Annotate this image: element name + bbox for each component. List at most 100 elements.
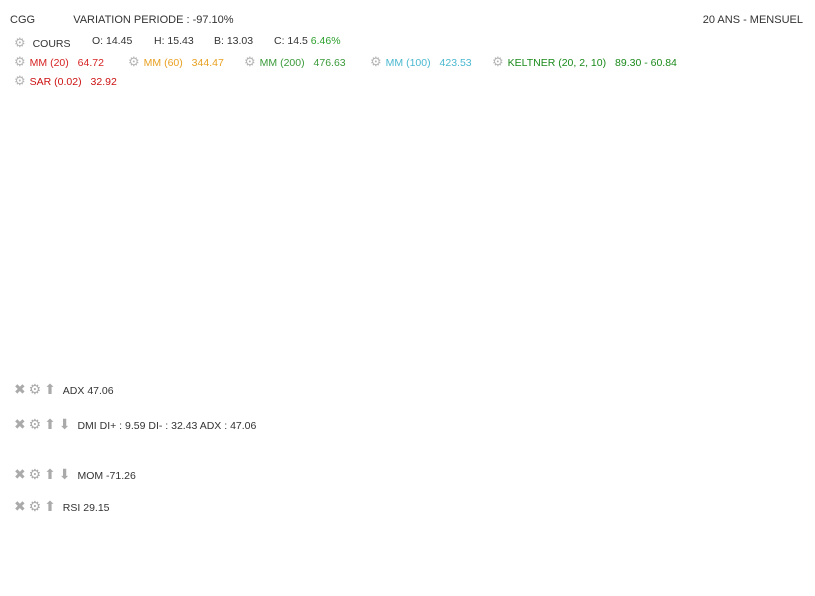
candle-body	[692, 342, 695, 346]
sar-dot	[371, 22, 376, 26]
keltner-band	[11, 34, 736, 355]
close-icon[interactable]: ✖	[14, 498, 26, 514]
sar-dot	[36, 245, 40, 249]
gear-icon[interactable]: ⚙	[128, 54, 140, 69]
adx-panel: 0.000	[10, 371, 801, 411]
gear-icon[interactable]: ⚙	[14, 73, 26, 88]
candle-body	[361, 92, 365, 131]
candle-body	[527, 194, 530, 223]
candle-body	[355, 110, 358, 170]
legend-mm200[interactable]: ⚙ MM (200) 476.63	[244, 54, 346, 70]
candle-body	[616, 247, 620, 264]
candle-body	[375, 91, 379, 130]
candle-body	[200, 323, 203, 325]
sar-dot	[630, 257, 634, 261]
candle-body	[413, 212, 417, 227]
adx-value: 47.06	[87, 385, 114, 397]
dmi-red-text: 32.43	[760, 418, 788, 430]
up-arrow-icon[interactable]: ⬆	[44, 466, 56, 482]
close-icon[interactable]: ✖	[14, 381, 26, 397]
sar-dot	[208, 325, 212, 329]
date-tick-label: 06/2015	[654, 577, 692, 589]
legend-mm20[interactable]: ⚙ MM (20) 64.72	[14, 54, 104, 70]
gear-icon[interactable]: ⚙	[14, 35, 26, 50]
sar-dot	[195, 312, 199, 316]
dmi-red-badge	[757, 415, 801, 430]
sar-dot	[324, 213, 328, 217]
gear-icon[interactable]: ⚙	[244, 54, 256, 69]
rsi-header: ✖ ⚙ ⬆ RSI 29.15	[14, 498, 110, 515]
candle-body	[189, 319, 193, 322]
candle-body	[275, 280, 279, 292]
candle-body	[141, 274, 145, 288]
gear-icon[interactable]: ⚙	[28, 416, 42, 432]
candle-body	[716, 350, 719, 352]
gear-icon[interactable]: ⚙	[28, 466, 42, 482]
up-arrow-icon[interactable]: ⬆	[44, 498, 56, 514]
candle-body	[265, 288, 268, 303]
candle-body	[630, 276, 633, 283]
candle-body	[193, 316, 196, 326]
cours-close: C: 14.5 6.46%	[274, 35, 341, 47]
candle-body	[227, 309, 231, 313]
sar-dot	[414, 190, 419, 195]
down-arrow-icon[interactable]: ⬇	[58, 466, 71, 482]
candle-body	[248, 295, 251, 299]
legend-cours[interactable]: ⚙ COURS	[14, 35, 71, 51]
candle-body	[602, 206, 606, 242]
price-tick-label: 300.0	[759, 294, 785, 306]
candle-body	[14, 252, 17, 258]
mm100-value: 423.53	[439, 57, 472, 69]
price-grid	[10, 72, 752, 300]
candle-body	[706, 348, 709, 350]
candle-body	[392, 163, 396, 169]
candle-body	[599, 220, 602, 227]
down-arrow-icon[interactable]: ⬇	[58, 416, 71, 432]
candle-body	[417, 231, 420, 245]
gear-icon[interactable]: ⚙	[492, 54, 504, 69]
gear-icon[interactable]: ⚙	[28, 498, 42, 514]
candle-body	[386, 111, 389, 172]
candle-body	[510, 202, 513, 215]
sar-dot	[535, 181, 539, 186]
mm60-line	[12, 152, 736, 337]
candle-body	[541, 218, 544, 224]
mom-badge	[757, 461, 801, 476]
cours-label: COURS	[32, 38, 71, 50]
candle-body	[664, 324, 668, 326]
candle-body	[689, 338, 692, 344]
gear-icon[interactable]: ⚙	[28, 381, 42, 397]
close-icon[interactable]: ✖	[14, 416, 26, 432]
close-icon[interactable]: ✖	[14, 466, 26, 482]
sar-dot	[621, 241, 625, 246]
candle-body	[620, 262, 623, 267]
date-tick-label: 09/1999	[80, 577, 118, 589]
candle-body	[300, 230, 303, 247]
candle-body	[651, 309, 654, 313]
candle-body	[499, 224, 503, 231]
up-arrow-icon[interactable]: ⬆	[44, 416, 56, 432]
candle-body	[465, 267, 468, 271]
candle-body	[458, 278, 461, 284]
close-value: C: 14.5	[274, 35, 308, 47]
legend-mm60[interactable]: ⚙ MM (60) 344.47	[128, 54, 224, 70]
sar-dot	[57, 220, 62, 225]
candle-body	[513, 202, 516, 221]
candle-body	[151, 284, 155, 302]
legend-mm100[interactable]: ⚙ MM (100) 423.53	[370, 54, 472, 70]
sar-dot	[18, 268, 23, 272]
legend-keltner[interactable]: ⚙ KELTNER (20, 2, 10) 89.30 - 60.84	[492, 54, 677, 70]
legend-sar[interactable]: ⚙ SAR (0.02) 32.92	[14, 73, 117, 89]
sar-dot	[74, 271, 79, 276]
candle-body	[55, 229, 58, 252]
gear-icon[interactable]: ⚙	[370, 54, 382, 69]
candle-body	[251, 292, 255, 299]
gear-icon[interactable]: ⚙	[14, 54, 26, 69]
candle-body	[592, 201, 596, 214]
up-arrow-icon[interactable]: ⬆	[44, 381, 56, 397]
candle-body	[289, 254, 293, 281]
mm20-label: MM (20)	[29, 57, 69, 69]
candle-body	[24, 238, 27, 244]
mm20-line	[11, 107, 736, 352]
